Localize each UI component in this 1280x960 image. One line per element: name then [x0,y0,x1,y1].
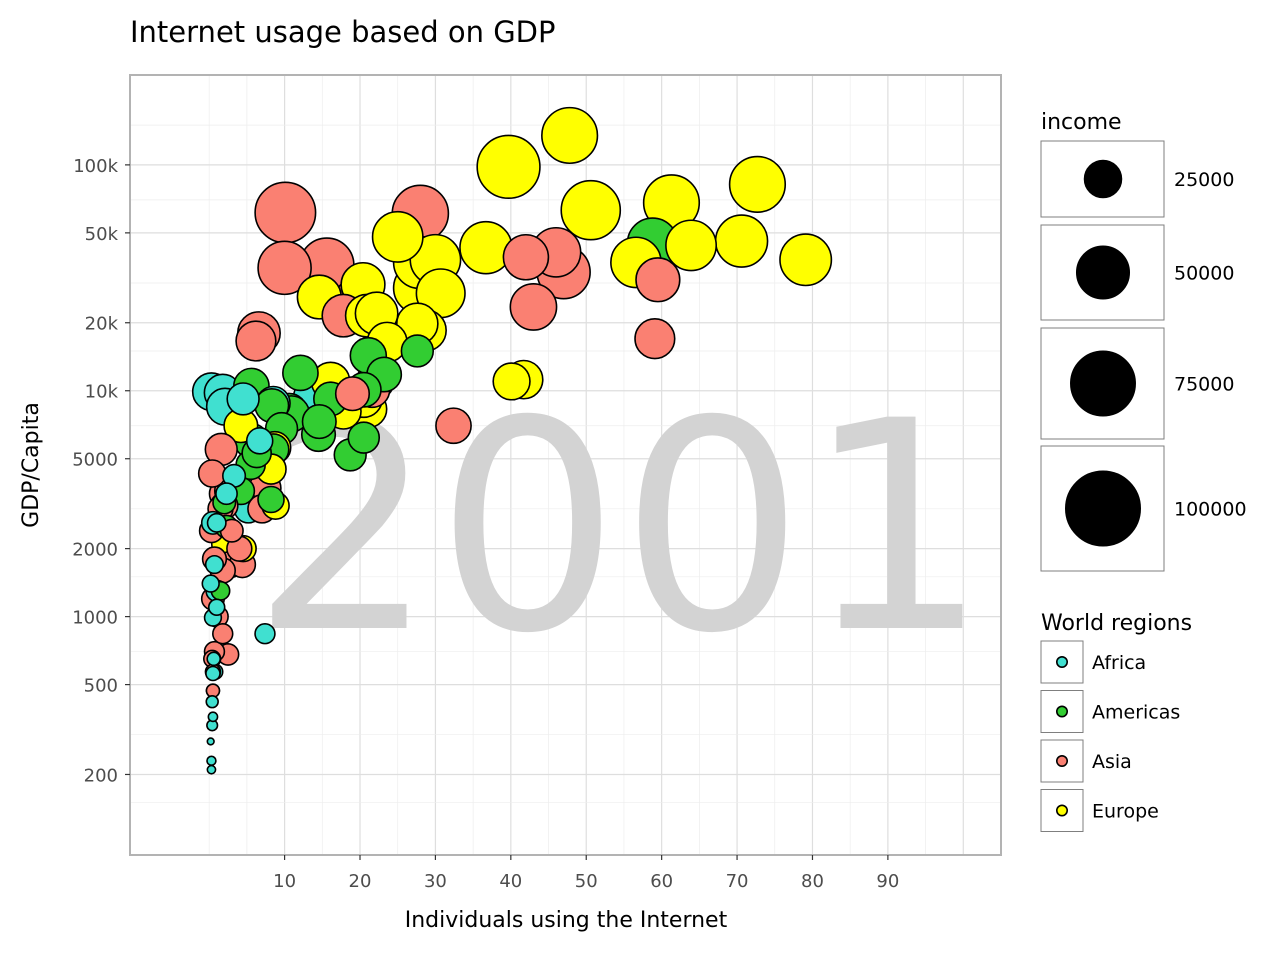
color-legend-title: World regions [1041,611,1192,636]
data-point-africa [206,651,222,667]
data-point-africa [226,382,260,416]
size-legend-label: 75000 [1174,374,1234,396]
size-legend-label: 25000 [1174,169,1234,191]
data-point-africa [206,764,217,775]
data-point-europe [476,134,541,200]
data-point-americas [400,334,435,368]
data-point-asia [257,240,312,296]
data-point-europe [492,362,531,401]
x-tick-label: 70 [726,871,749,892]
data-point-americas [347,421,381,454]
x-tick-label: 20 [349,871,372,892]
data-point-africa [204,554,225,575]
size-legend-swatch [1075,245,1131,300]
x-tick-label: 10 [273,871,296,892]
data-point-asia [435,407,472,445]
size-legend-title: income [1041,110,1122,135]
data-point-europe [459,220,513,275]
data-point-asia [509,283,558,331]
x-axis-label: Individuals using the Internet [405,908,728,933]
color-legend-label: Africa [1092,652,1146,674]
size-legend-swatch [1083,159,1123,199]
color-legend-label: Europe [1092,801,1159,823]
y-tick-label: 50k [85,224,119,245]
data-point-africa [205,694,219,709]
data-point-europe [714,214,769,268]
size-legend-label: 100000 [1174,499,1247,521]
x-tick-label: 30 [424,871,447,892]
y-axis-label: GDP/Capita [19,402,44,528]
data-point-asia [502,233,550,281]
axis-layer: 10 20 30 40 50 60 70 80 90 200 500 1000 2000 5000 10k 2… [72,156,899,892]
data-point-americas [282,354,319,392]
color-legend-key [1040,640,1084,684]
data-point-americas [301,404,337,440]
chart-title: Internet usage based on GDP [130,15,555,49]
size-legend: income 25000 50000 75000 100000 [1040,110,1247,572]
color-legend-swatch-americas [1056,705,1069,718]
y-tick-label: 200 [84,765,118,786]
data-point-africa [207,711,219,723]
data-point-africa [254,622,276,645]
color-legend-label: Asia [1092,751,1132,773]
data-point-africa [205,665,221,682]
color-legend-swatch-africa [1056,655,1069,668]
data-point-africa [215,482,238,506]
color-legend-swatch-europe [1056,804,1069,817]
data-point-europe [371,210,424,263]
points-layer [191,106,833,775]
data-point-asia [212,622,234,645]
data-point-asia [635,257,681,303]
data-point-europe [779,233,833,287]
size-legend-swatch [1070,350,1136,417]
data-point-asia [634,318,676,360]
x-tick-label: 80 [801,871,824,892]
y-tick-label: 20k [85,314,119,335]
data-point-africa [201,574,220,593]
y-tick-label: 100k [73,156,118,177]
y-tick-label: 1000 [72,608,118,629]
y-tick-label: 2000 [72,540,118,561]
data-point-africa [245,427,274,455]
y-tick-label: 5000 [72,450,118,471]
y-tick-label: 500 [84,676,118,697]
data-point-africa [207,598,226,617]
x-tick-label: 90 [876,871,899,892]
data-point-asia [197,459,227,488]
data-point-africa [206,737,215,746]
data-point-europe [665,219,718,272]
x-tick-label: 40 [499,871,522,892]
size-legend-swatch [1065,470,1141,547]
data-point-africa [206,512,227,533]
x-tick-label: 50 [575,871,598,892]
data-point-asia [254,181,317,244]
data-point-africa [206,755,217,766]
y-tick-label: 10k [85,382,119,403]
color-legend: World regions Africa Americas Asia Europe [1040,611,1192,832]
data-point-europe [728,155,787,213]
x-tick-label: 60 [650,871,673,892]
panel-border [129,74,1002,856]
data-point-asia [235,320,277,362]
data-point-europe [541,106,599,165]
data-point-asia [334,376,371,412]
color-legend-swatch-asia [1056,754,1069,767]
data-point-americas [257,485,285,514]
data-point-europe [560,179,622,241]
size-legend-label: 50000 [1174,263,1234,285]
color-legend-label: Americas [1092,702,1180,724]
